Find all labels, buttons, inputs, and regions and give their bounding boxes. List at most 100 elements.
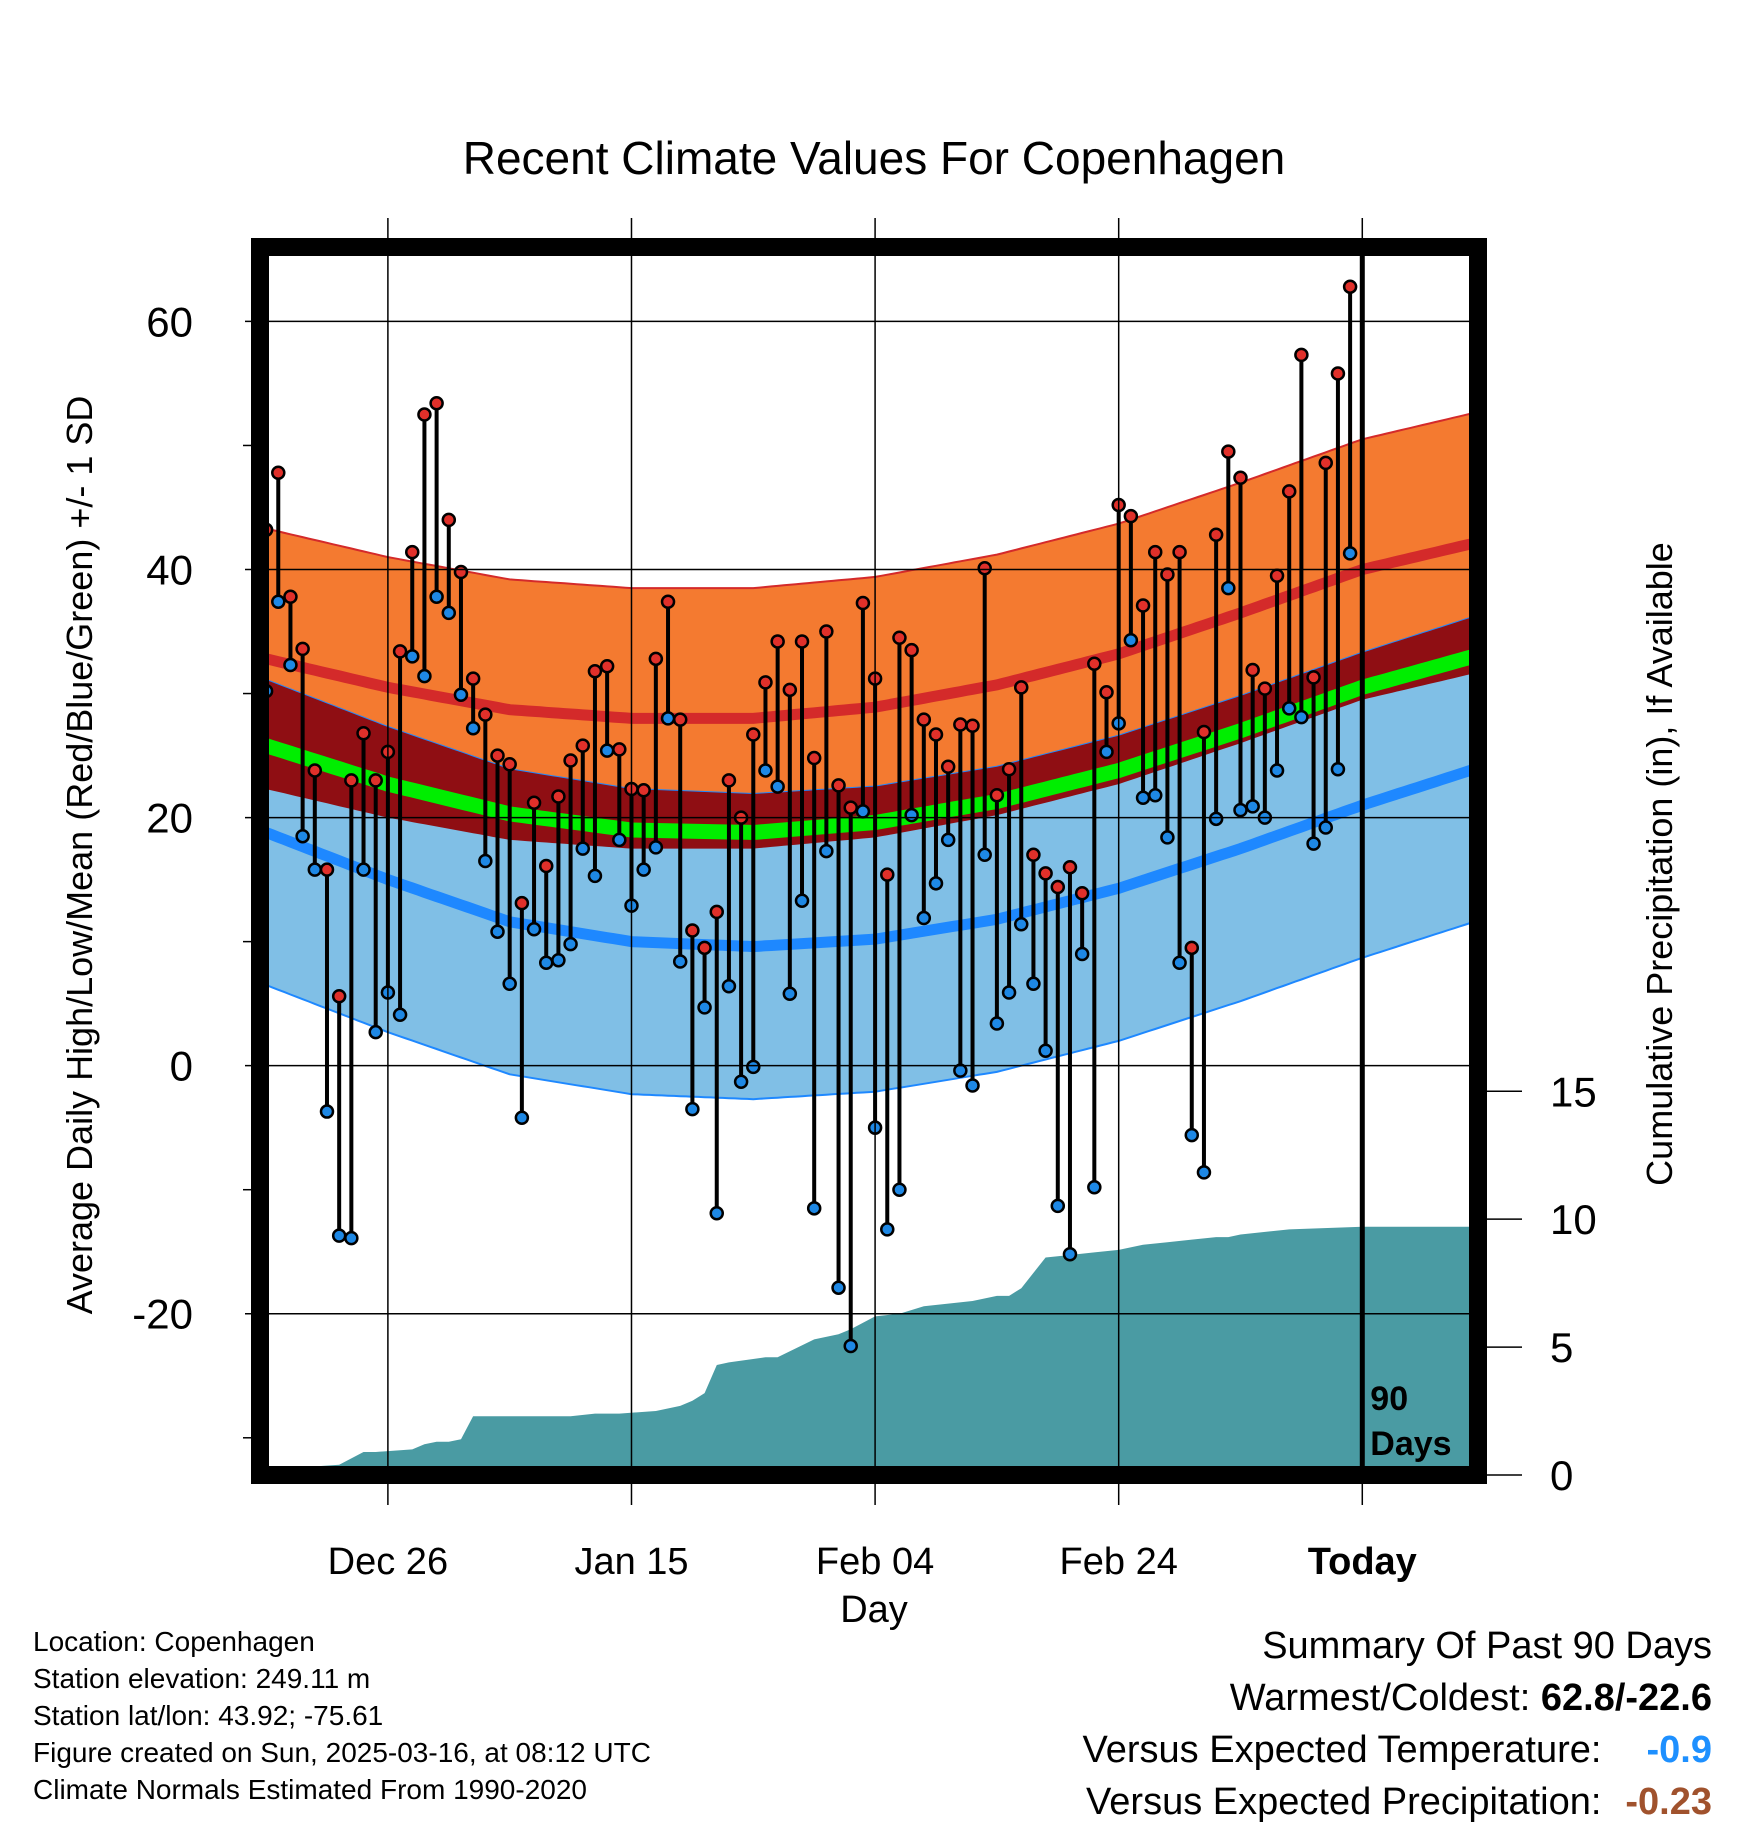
low-point bbox=[1087, 1179, 1102, 1195]
high-point bbox=[538, 858, 554, 874]
x-tick-label: Feb 24 bbox=[1060, 1541, 1178, 1583]
low-point bbox=[283, 657, 298, 673]
low-point bbox=[819, 843, 834, 859]
high-point bbox=[1269, 568, 1285, 583]
high-point bbox=[672, 712, 688, 727]
high-point bbox=[1038, 866, 1053, 881]
low-point bbox=[587, 868, 603, 884]
y-tick-label: -20 bbox=[132, 1291, 193, 1338]
warmest-coldest-label: Warmest/Coldest: bbox=[1229, 1677, 1531, 1719]
low-point bbox=[575, 841, 591, 856]
high-point bbox=[1147, 544, 1163, 560]
low-point bbox=[1233, 802, 1248, 818]
high-point bbox=[271, 465, 286, 481]
low-point bbox=[1062, 1246, 1078, 1262]
low-point bbox=[441, 605, 457, 621]
normals-text: Climate Normals Estimated From 1990-2020 bbox=[33, 1774, 587, 1805]
low-point bbox=[612, 832, 627, 848]
low-point bbox=[1281, 701, 1297, 716]
high-point bbox=[697, 940, 712, 956]
low-point bbox=[953, 1063, 968, 1078]
low-point bbox=[1160, 830, 1175, 845]
high-point bbox=[1062, 859, 1078, 875]
high-point bbox=[417, 407, 432, 422]
low-point bbox=[1196, 1165, 1212, 1180]
low-point bbox=[356, 862, 371, 877]
today-days-label: Days bbox=[1370, 1425, 1451, 1463]
low-point bbox=[1172, 955, 1187, 970]
latlon-text: Station lat/lon: 43.92; -75.61 bbox=[33, 1700, 384, 1731]
high-point bbox=[746, 727, 761, 742]
high-point bbox=[1330, 366, 1346, 381]
precip-area bbox=[260, 1226, 1478, 1475]
high-point bbox=[514, 895, 530, 911]
low-point bbox=[965, 1078, 980, 1093]
low-point bbox=[1014, 917, 1029, 932]
low-point bbox=[672, 954, 688, 969]
low-point bbox=[1050, 1198, 1066, 1214]
low-point bbox=[392, 1007, 408, 1023]
low-point bbox=[685, 1101, 700, 1117]
y2-tick-label: 15 bbox=[1550, 1068, 1597, 1115]
low-point bbox=[758, 763, 773, 778]
low-point bbox=[563, 936, 578, 952]
high-point bbox=[1160, 567, 1175, 582]
precip-vs-expected-label: Versus Expected Precipitation: bbox=[1086, 1781, 1602, 1823]
high-point bbox=[1257, 681, 1273, 696]
y-tick-label: 40 bbox=[146, 547, 193, 594]
high-point bbox=[1135, 598, 1151, 613]
x-tick-label: Today bbox=[1308, 1541, 1417, 1583]
high-point bbox=[916, 712, 932, 727]
high-point bbox=[319, 862, 335, 877]
low-point bbox=[916, 910, 932, 926]
high-point bbox=[478, 707, 493, 722]
low-point bbox=[1099, 744, 1114, 760]
high-point bbox=[685, 923, 700, 938]
low-point bbox=[453, 687, 469, 703]
high-point bbox=[502, 756, 517, 772]
low-point bbox=[1135, 790, 1151, 805]
low-point bbox=[319, 1104, 335, 1119]
high-point bbox=[344, 773, 359, 788]
high-point bbox=[770, 634, 785, 649]
low-point bbox=[721, 979, 737, 994]
low-point bbox=[806, 1201, 822, 1216]
x-tick-label: Feb 04 bbox=[816, 1541, 934, 1583]
high-point bbox=[405, 544, 420, 560]
high-point bbox=[1172, 544, 1187, 560]
low-point bbox=[636, 862, 651, 877]
high-point bbox=[453, 564, 469, 580]
low-point bbox=[831, 1280, 846, 1295]
created-text: Figure created on Sun, 2025-03-16, at 08… bbox=[33, 1737, 651, 1768]
high-point bbox=[331, 988, 347, 1004]
high-point bbox=[526, 795, 542, 810]
low-point bbox=[1269, 763, 1285, 778]
summary-heading: Summary Of Past 90 Days bbox=[1262, 1625, 1712, 1667]
high-point bbox=[1342, 279, 1358, 294]
high-point bbox=[283, 589, 298, 605]
low-point bbox=[1123, 632, 1139, 648]
low-point bbox=[880, 1222, 895, 1237]
station-info: Location: Copenhagen Station elevation: … bbox=[33, 1623, 933, 1808]
high-point bbox=[843, 800, 858, 815]
precip-vs-expected-row: Versus Expected Precipitation: -0.23 bbox=[1083, 1776, 1712, 1828]
high-point bbox=[563, 753, 578, 768]
temp-vs-expected-value: -0.9 bbox=[1646, 1729, 1712, 1771]
low-point bbox=[1306, 836, 1321, 851]
high-point bbox=[892, 630, 907, 645]
high-point bbox=[392, 644, 408, 659]
low-point bbox=[478, 853, 493, 869]
low-point bbox=[465, 721, 481, 736]
low-point bbox=[697, 1000, 712, 1015]
high-point bbox=[831, 778, 846, 793]
low-point bbox=[892, 1182, 907, 1197]
high-point bbox=[490, 748, 505, 763]
high-point bbox=[1196, 724, 1212, 740]
plot-area bbox=[258, 279, 1481, 1475]
low-point bbox=[1038, 1043, 1053, 1059]
y2-tick-label: 5 bbox=[1550, 1324, 1573, 1371]
high-point bbox=[1014, 680, 1029, 695]
high-point bbox=[977, 561, 992, 576]
high-point bbox=[904, 642, 919, 658]
